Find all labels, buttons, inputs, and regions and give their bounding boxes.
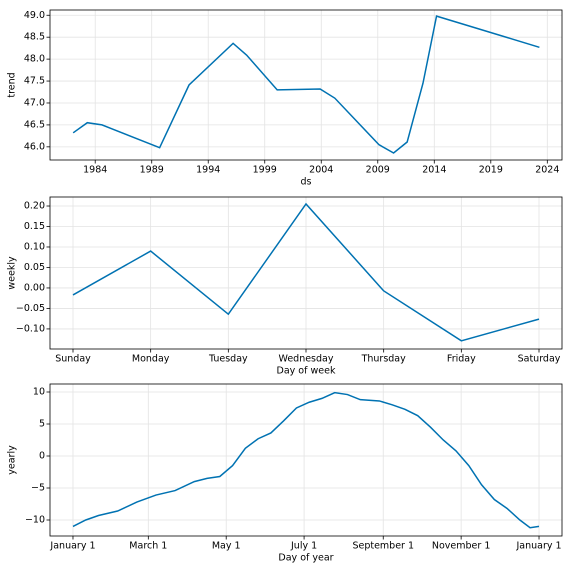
y-tick-label: −0.05 (16, 303, 45, 314)
x-tick-label: Monday (132, 354, 170, 365)
plot-frame (49, 196, 563, 350)
y-tick-label: −0.10 (16, 323, 45, 334)
x-tick-label: 1989 (140, 165, 164, 176)
x-tick-label: 2014 (422, 165, 446, 176)
x-tick-label: Saturday (518, 354, 561, 365)
y-tick-label: 0.20 (24, 201, 45, 212)
x-axis-label: Day of week (277, 366, 336, 377)
x-tick-label: May 1 (212, 541, 241, 552)
y-tick-label: 47.5 (24, 76, 45, 87)
x-tick-label: November 1 (432, 541, 490, 552)
y-tick-label: 49.0 (24, 10, 45, 21)
x-axis-label: ds (301, 177, 312, 188)
y-tick-label: 5 (39, 419, 45, 430)
y-tick-label: −10 (25, 515, 45, 526)
y-axis-label: yearly (7, 445, 18, 475)
y-tick-label: 47.0 (24, 97, 45, 108)
y-tick-label: 0.00 (24, 282, 45, 293)
x-tick-label: 2024 (535, 165, 559, 176)
y-axis-label: trend (7, 72, 18, 97)
y-tick-label: 46.0 (24, 141, 45, 152)
plot-frame (49, 9, 563, 161)
x-tick-label: 1999 (253, 165, 277, 176)
x-axis-label: Day of year (278, 553, 333, 564)
x-tick-label: 2004 (309, 165, 333, 176)
y-tick-label: 0 (39, 451, 45, 462)
y-tick-label: 46.5 (24, 119, 45, 130)
x-tick-label: 2019 (479, 165, 503, 176)
x-tick-label: Friday (447, 354, 476, 365)
x-tick-label: Thursday (361, 354, 407, 365)
x-tick-label: July 1 (290, 541, 317, 552)
y-tick-label: 48.5 (24, 32, 45, 43)
plot-frame (49, 383, 563, 537)
line-series (72, 391, 540, 529)
x-tick-label: September 1 (352, 541, 414, 552)
x-tick-label: Sunday (55, 354, 91, 365)
line-series (72, 202, 540, 342)
x-tick-label: 2009 (366, 165, 390, 176)
y-tick-label: 0.10 (24, 241, 45, 252)
x-tick-label: Tuesday (208, 354, 248, 365)
y-tick-label: 0.15 (24, 221, 45, 232)
y-axis-label: weekly (7, 256, 18, 290)
y-tick-label: 10 (33, 387, 45, 398)
x-tick-label: 1984 (83, 165, 107, 176)
y-tick-label: 48.0 (24, 54, 45, 65)
y-tick-label: −5 (31, 483, 45, 494)
x-tick-label: January 1 (515, 541, 561, 552)
x-tick-label: January 1 (49, 541, 95, 552)
y-tick-label: 0.05 (24, 262, 45, 273)
x-tick-label: Wednesday (278, 354, 333, 365)
x-tick-label: March 1 (129, 541, 167, 552)
x-tick-label: 1994 (196, 165, 220, 176)
line-series (72, 15, 540, 154)
